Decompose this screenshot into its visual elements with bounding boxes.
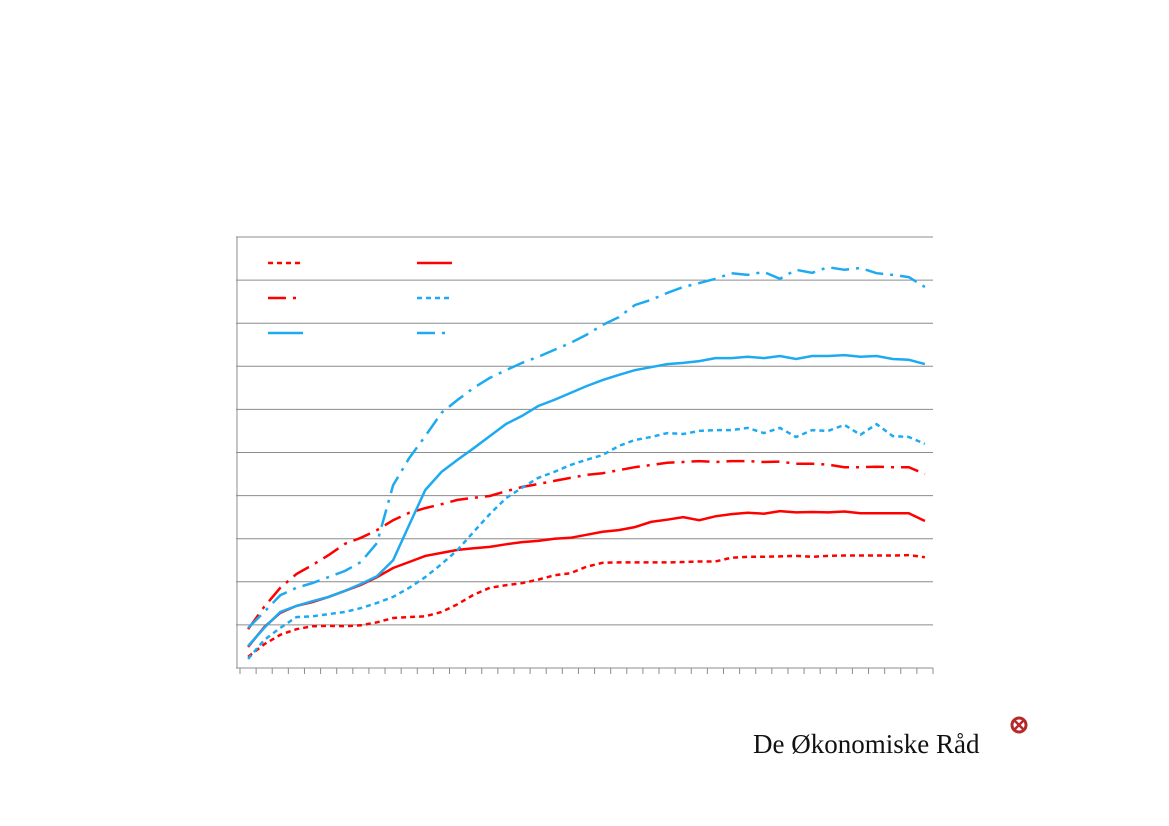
series-line [247, 353, 926, 647]
series-line [247, 265, 926, 629]
series-line [247, 459, 926, 630]
series-line [247, 553, 926, 658]
series-line [247, 422, 926, 660]
logo-text: De Økonomiske Råd [753, 729, 980, 759]
logo-icon [1010, 716, 1028, 734]
